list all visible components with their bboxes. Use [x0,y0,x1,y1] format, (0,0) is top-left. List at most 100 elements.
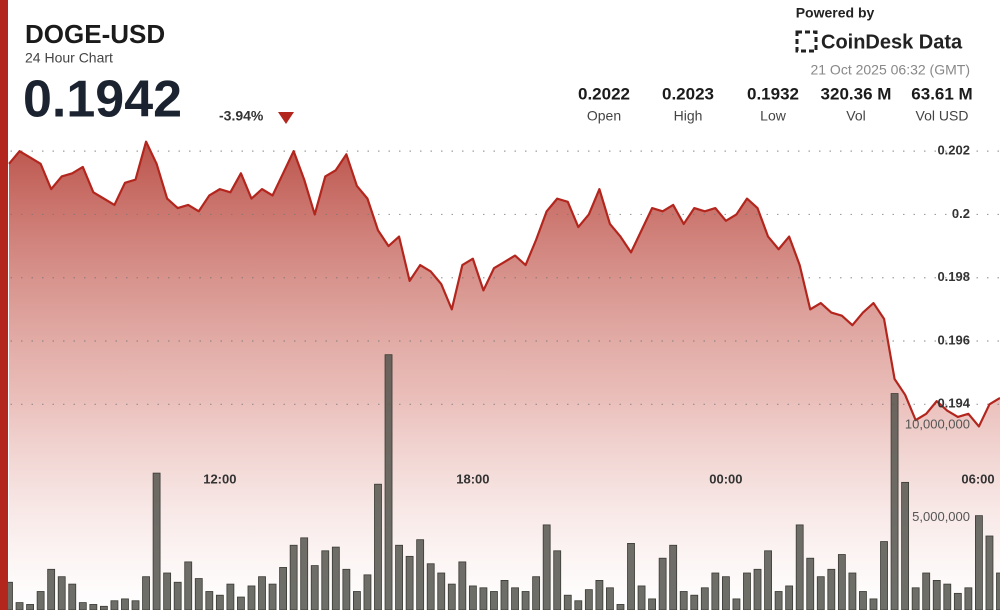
volume-bar [89,604,98,610]
volume-bar [774,591,783,610]
volume-bar [711,572,720,610]
volume-bar [616,604,625,610]
volume-bar [521,591,530,610]
volume-bar [310,565,319,610]
y-tick-label: 0.202 [937,143,970,158]
volume-bar [205,591,214,610]
volume-bar [606,587,614,610]
volume-bar [184,561,193,610]
stat-label: Low [760,108,787,124]
volume-bar [405,555,414,610]
timestamp: 21 Oct 2025 06:32 (GMT) [810,62,970,78]
volume-bar [36,591,45,610]
volume-bar [247,585,256,610]
volume-bar [395,544,403,610]
volume-bar [300,537,309,610]
volume-bar [669,544,678,610]
stat-value: 0.2023 [662,84,714,103]
volume-bar [658,557,667,610]
volume-bar [279,567,288,610]
volume-bar [426,563,435,610]
volume-bar [363,574,372,610]
volume-bar [901,481,910,610]
volume-bar [975,515,983,610]
y-tick-label: 0.2 [952,206,970,221]
volume-bar [215,594,224,610]
y2-tick-label: 5,000,000 [912,509,970,524]
volume-bar [574,600,583,610]
volume-bar [490,591,498,610]
volume-bar [690,594,699,610]
volume-bar [194,578,203,610]
volume-bar [416,539,425,610]
volume-bar [68,583,77,610]
volume-bar [953,592,962,610]
stat-label: High [674,108,703,124]
brand-name: CoinDesk Data [821,31,963,53]
y-tick-label: 0.198 [937,269,970,284]
price-line [8,140,1000,428]
volume-bar [637,585,646,610]
volume-bar [911,587,920,610]
down-arrow [278,112,294,124]
volume-bar [837,554,846,610]
volume-bar [258,576,266,610]
y-tick-label: 0.194 [937,396,970,411]
volume-bar [869,598,878,610]
volume-bar [15,602,24,610]
stat-label: Vol [846,108,865,124]
volume-bar [753,568,762,610]
volume-bar [732,598,741,610]
stat-value: 0.1932 [747,84,799,103]
volume-bar [943,583,952,610]
volume-bar [237,596,245,610]
volume-bar [806,557,815,610]
volume-bar [121,598,129,610]
y2-tick-label: 10,000,000 [905,416,970,431]
price-area [9,141,1000,610]
volume-bar [78,602,87,610]
volume-bar [848,572,857,610]
volume-bar [447,583,456,610]
volume-bar [743,572,751,610]
volume-bar [353,591,361,610]
volume-bar [532,576,541,610]
stat-value: 63.61 M [911,84,972,103]
price-change: -3.94% [219,108,264,124]
x-tick-label: 06:00 [961,471,994,486]
stat-label: Vol USD [916,108,969,124]
volume-bar [584,589,593,610]
volume-bar [890,393,899,610]
volume-bar [785,585,794,610]
stat-label: Open [587,108,621,124]
volume-bar [57,576,66,610]
volume-bar [374,483,382,610]
volume-bar [827,568,836,610]
ticker-title: DOGE-USD [25,19,165,49]
volume-bar [26,604,34,610]
volume-bar [163,572,172,610]
volume-bar [816,576,825,610]
volume-bar [99,605,108,610]
volume-bar [795,524,804,610]
volume-bar [511,587,519,610]
volume-bar [700,587,709,610]
volume-bar [479,587,488,610]
volume-bar [268,583,277,610]
stat-value: 0.2022 [578,84,630,103]
volume-bar [648,598,656,610]
volume-bar [932,580,941,610]
volume-bar [437,572,446,610]
volume-bar [152,472,161,610]
volume-bar [721,576,730,610]
volume-bar [627,543,635,610]
volume-bar [331,546,340,610]
volume-bar [321,550,330,610]
volume-bar [384,354,393,610]
volume-bar [289,544,298,610]
x-tick-label: 00:00 [709,471,742,486]
volume-bar [226,583,235,610]
volume-bar [985,535,994,610]
